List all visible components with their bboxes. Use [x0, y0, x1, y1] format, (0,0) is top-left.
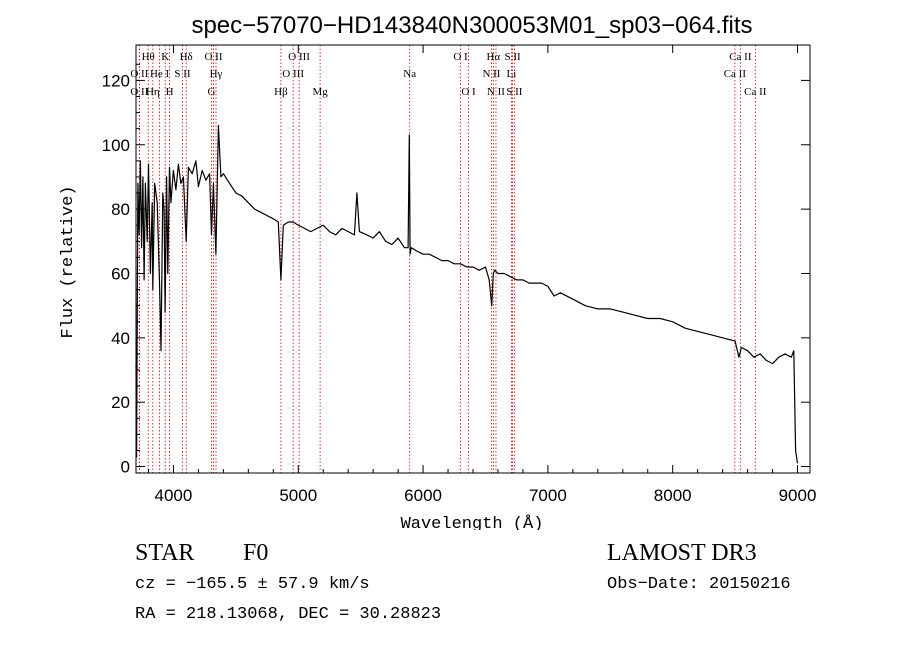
line-label-13: O III: [282, 68, 304, 80]
line-label-6: H: [166, 86, 174, 98]
series-flux: [135, 124, 799, 464]
x-tick-label-7000: 7000: [529, 486, 567, 505]
line-label-4: He I: [150, 68, 170, 80]
line-label-27: Ca II: [744, 86, 767, 98]
line-label-11: Hγ: [210, 68, 223, 80]
line-label-17: O I: [453, 51, 468, 63]
axis-ticks: 4000 5000 6000 7000 8000 9000 0 20 40 60 80 100 120: [102, 45, 817, 505]
line-label-26: Ca II: [729, 51, 752, 63]
line-label-3: Hη: [146, 86, 160, 98]
line-label-19: N II: [482, 68, 500, 80]
line-label-8: Hδ: [180, 51, 193, 63]
line-label-24: S II: [506, 86, 523, 98]
y-tick-label-0: 0: [121, 458, 130, 477]
y-tick-label-80: 80: [111, 200, 130, 219]
object-subclass: F0: [243, 540, 269, 566]
x-tick-label-4000: 4000: [155, 486, 193, 505]
line-label-7: S II: [174, 68, 191, 80]
object-class: STAR: [135, 540, 195, 566]
x-tick-label-6000: 6000: [404, 486, 442, 505]
x-tick-label-5000: 5000: [279, 486, 317, 505]
x-axis-label: Wavelength (Å): [401, 515, 544, 530]
chart-title: spec−57070−HD143840N300053M01_sp03−064.f…: [191, 12, 752, 39]
line-label-5: K: [161, 51, 169, 63]
line-label-20: N II: [487, 86, 505, 98]
survey-name: LAMOST DR3: [607, 540, 757, 566]
line-label-23: Li: [507, 68, 517, 80]
y-axis-label: Flux (relative): [59, 185, 78, 338]
line-label-14: O III: [288, 51, 310, 63]
line-label-10: O II: [204, 51, 222, 63]
line-label-16: Na: [403, 68, 416, 80]
spectrum-series: [135, 124, 799, 464]
line-label-22: S II: [504, 51, 521, 63]
line-label-15: Mg: [312, 86, 328, 98]
line-label-1: Hθ: [142, 51, 155, 63]
observation-date: Obs−Date: 20150216: [607, 575, 791, 594]
x-tick-label-9000: 9000: [779, 486, 817, 505]
spectrum-plot: spec−57070−HD143840N300053M01_sp03−064.f…: [59, 12, 817, 530]
line-label-12: Hβ: [274, 86, 288, 98]
line-label-21: Hα: [486, 51, 500, 63]
y-tick-label-60: 60: [111, 264, 130, 283]
y-tick-label-40: 40: [111, 329, 130, 348]
plot-frame: [135, 44, 811, 474]
line-label-18: O I: [461, 86, 476, 98]
line-label-25: Ca II: [724, 68, 747, 80]
line-label-9: G: [208, 86, 216, 98]
coordinates: RA = 218.13068, DEC = 30.28823: [135, 605, 442, 624]
y-tick-label-100: 100: [102, 136, 130, 155]
x-tick-label-8000: 8000: [654, 486, 692, 505]
redshift-velocity: cz = −165.5 ± 57.9 km/s: [135, 575, 370, 594]
line-label-2: O II: [130, 86, 148, 98]
y-tick-label-120: 120: [102, 71, 130, 90]
y-tick-label-20: 20: [111, 393, 130, 412]
